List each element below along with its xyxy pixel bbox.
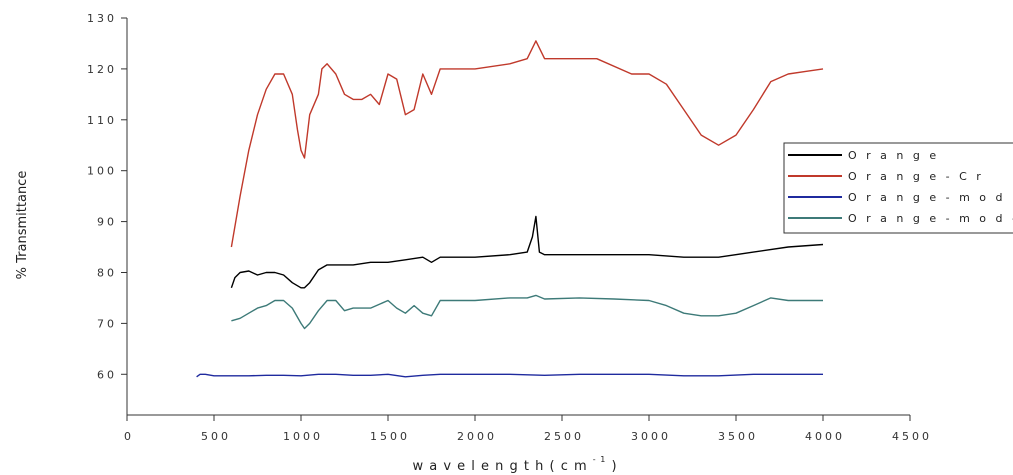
series-line-0 bbox=[230, 215, 824, 289]
axes: 60 70 80 90 100 110 120 130 0 500 1000 1500 2000 2500… bbox=[87, 12, 932, 443]
legend: O r a n g e O r a n g e - C r O r a n g e … bbox=[783, 142, 1013, 234]
y-tick-label: 110 bbox=[87, 114, 117, 127]
plot-area bbox=[196, 40, 824, 378]
legend-label-0: O r a n g e bbox=[848, 149, 939, 162]
y-tick-label: 80 bbox=[97, 266, 117, 279]
legend-label-3: O r a n g e - m o d - C r bbox=[848, 212, 1013, 225]
x-tick-label: 2000 bbox=[457, 430, 497, 443]
series-line-3 bbox=[231, 294, 823, 330]
x-tick-label: 3000 bbox=[631, 430, 671, 443]
series-line-1 bbox=[230, 40, 824, 248]
x-axis-label-main: w a v e l e n g t h ( c m bbox=[412, 459, 587, 474]
y-tick-label: 130 bbox=[87, 12, 117, 25]
y-tick-label: 120 bbox=[87, 63, 117, 76]
x-tick-label: 4000 bbox=[805, 430, 845, 443]
x-tick-label: 1000 bbox=[283, 430, 323, 443]
x-tick-label: 4500 bbox=[892, 430, 932, 443]
x-tick-label: 0 bbox=[124, 430, 134, 443]
y-tick-label: 100 bbox=[87, 165, 117, 178]
y-tick-label: 90 bbox=[97, 216, 117, 229]
x-axis-label-sup: - 1 bbox=[593, 455, 607, 464]
x-axis-label: w a v e l e n g t h ( c m - 1 ) bbox=[412, 451, 617, 474]
x-tick-label: 500 bbox=[201, 430, 231, 443]
y-tick-label: 60 bbox=[97, 368, 117, 381]
x-axis-label-close: ) bbox=[611, 459, 617, 474]
series-line-2 bbox=[196, 373, 823, 378]
x-tick-label: 3500 bbox=[718, 430, 758, 443]
x-tick-label: 1500 bbox=[370, 430, 410, 443]
legend-label-1: O r a n g e - C r bbox=[848, 170, 984, 183]
y-tick-label: 70 bbox=[97, 317, 117, 330]
legend-label-2: O r a n g e - m o d bbox=[848, 191, 1006, 204]
x-tick-label: 2500 bbox=[544, 430, 584, 443]
y-axis-label: % Transmittance bbox=[15, 171, 30, 280]
